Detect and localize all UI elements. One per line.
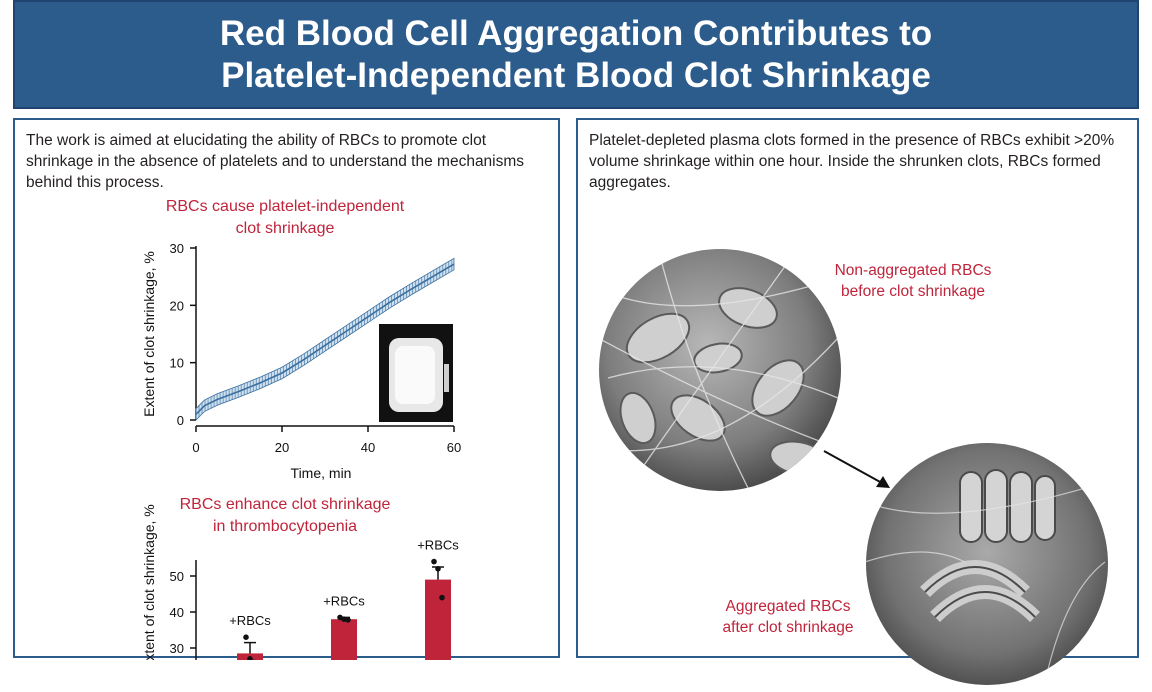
bar-y-tick-label: 40 [170,605,184,620]
data-point [431,559,437,565]
bar-y-axis-label: Extent of clot shrinkage, % [141,504,157,660]
right-intro-text: Platelet-depleted plasma clots formed in… [589,130,1119,193]
data-point [435,566,441,572]
bar-label: +RBCs [229,613,271,628]
bar-chart: 30 40 50 Extent of clot shrinkage, % +RBCs +R… [15,120,562,660]
bar-y-tick-label: 50 [170,569,184,584]
poster-header: Red Blood Cell Aggregation Contributes t… [13,0,1139,109]
data-point [439,595,445,601]
sem-image-aggregated [865,442,1115,692]
bar-label: +RBCs [417,538,459,553]
data-point [243,634,249,640]
sem-image-non-aggregated [598,248,848,498]
bar-y-tick-label: 30 [170,641,184,656]
bar-label: +RBCs [323,593,365,608]
bar [425,580,451,660]
left-panel: The work is aimed at elucidating the abi… [13,118,560,658]
data-point [345,617,351,623]
right-panel: Platelet-depleted plasma clots formed in… [576,118,1139,658]
poster-title-line2: Platelet-Independent Blood Clot Shrinkag… [221,55,931,97]
poster-title-line1: Red Blood Cell Aggregation Contributes t… [220,13,932,55]
bar [331,619,357,660]
